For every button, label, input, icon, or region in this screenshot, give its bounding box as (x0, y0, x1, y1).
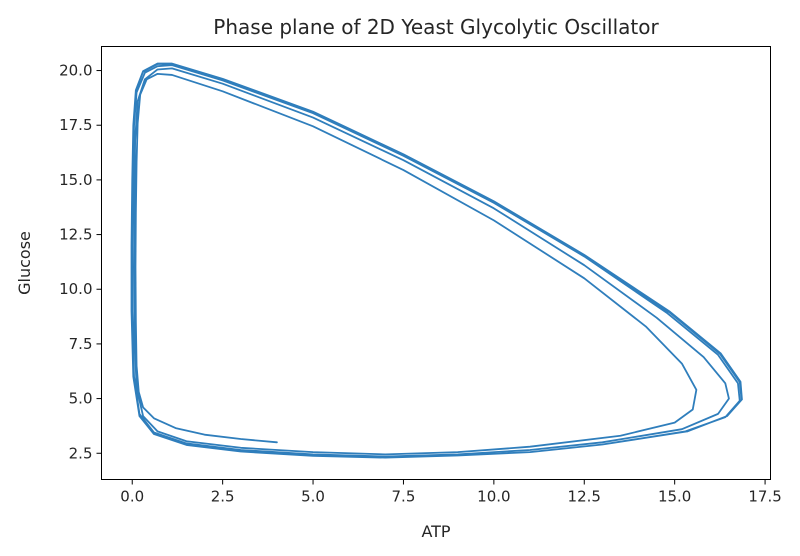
y-tick-label: 20.0 (59, 62, 92, 80)
y-tick-label: 10.0 (59, 280, 92, 298)
y-axis-label: Glucose (15, 231, 34, 295)
plot-area (130, 62, 743, 459)
y-tick-label: 12.5 (59, 226, 92, 244)
axes-frame (101, 46, 771, 480)
y-tick-label: 2.5 (69, 444, 93, 462)
y-tick-label: 15.0 (59, 171, 92, 189)
y-tick-label: 5.0 (69, 390, 93, 408)
x-tick-label: 15.0 (658, 488, 691, 506)
x-axis-label: ATP (421, 522, 450, 541)
y-tick-label: 17.5 (59, 116, 92, 134)
x-axis: 0.0 2.5 5.0 7.5 10.0 12.5 15.0 17.5 (120, 479, 782, 506)
x-tick-label: 12.5 (568, 488, 601, 506)
x-tick-label: 7.5 (392, 488, 416, 506)
y-tick-label: 7.5 (69, 335, 93, 353)
y-axis: 2.5 5.0 7.5 10.0 12.5 15.0 17.5 20.0 (59, 62, 102, 462)
x-tick-label: 2.5 (211, 488, 235, 506)
trajectory-line-1 (130, 62, 743, 459)
x-tick-label: 17.5 (748, 488, 781, 506)
chart-title: Phase plane of 2D Yeast Glycolytic Oscil… (213, 15, 659, 39)
x-tick-label: 5.0 (301, 488, 325, 506)
x-tick-label: 10.0 (477, 488, 510, 506)
x-tick-label: 0.0 (120, 488, 144, 506)
